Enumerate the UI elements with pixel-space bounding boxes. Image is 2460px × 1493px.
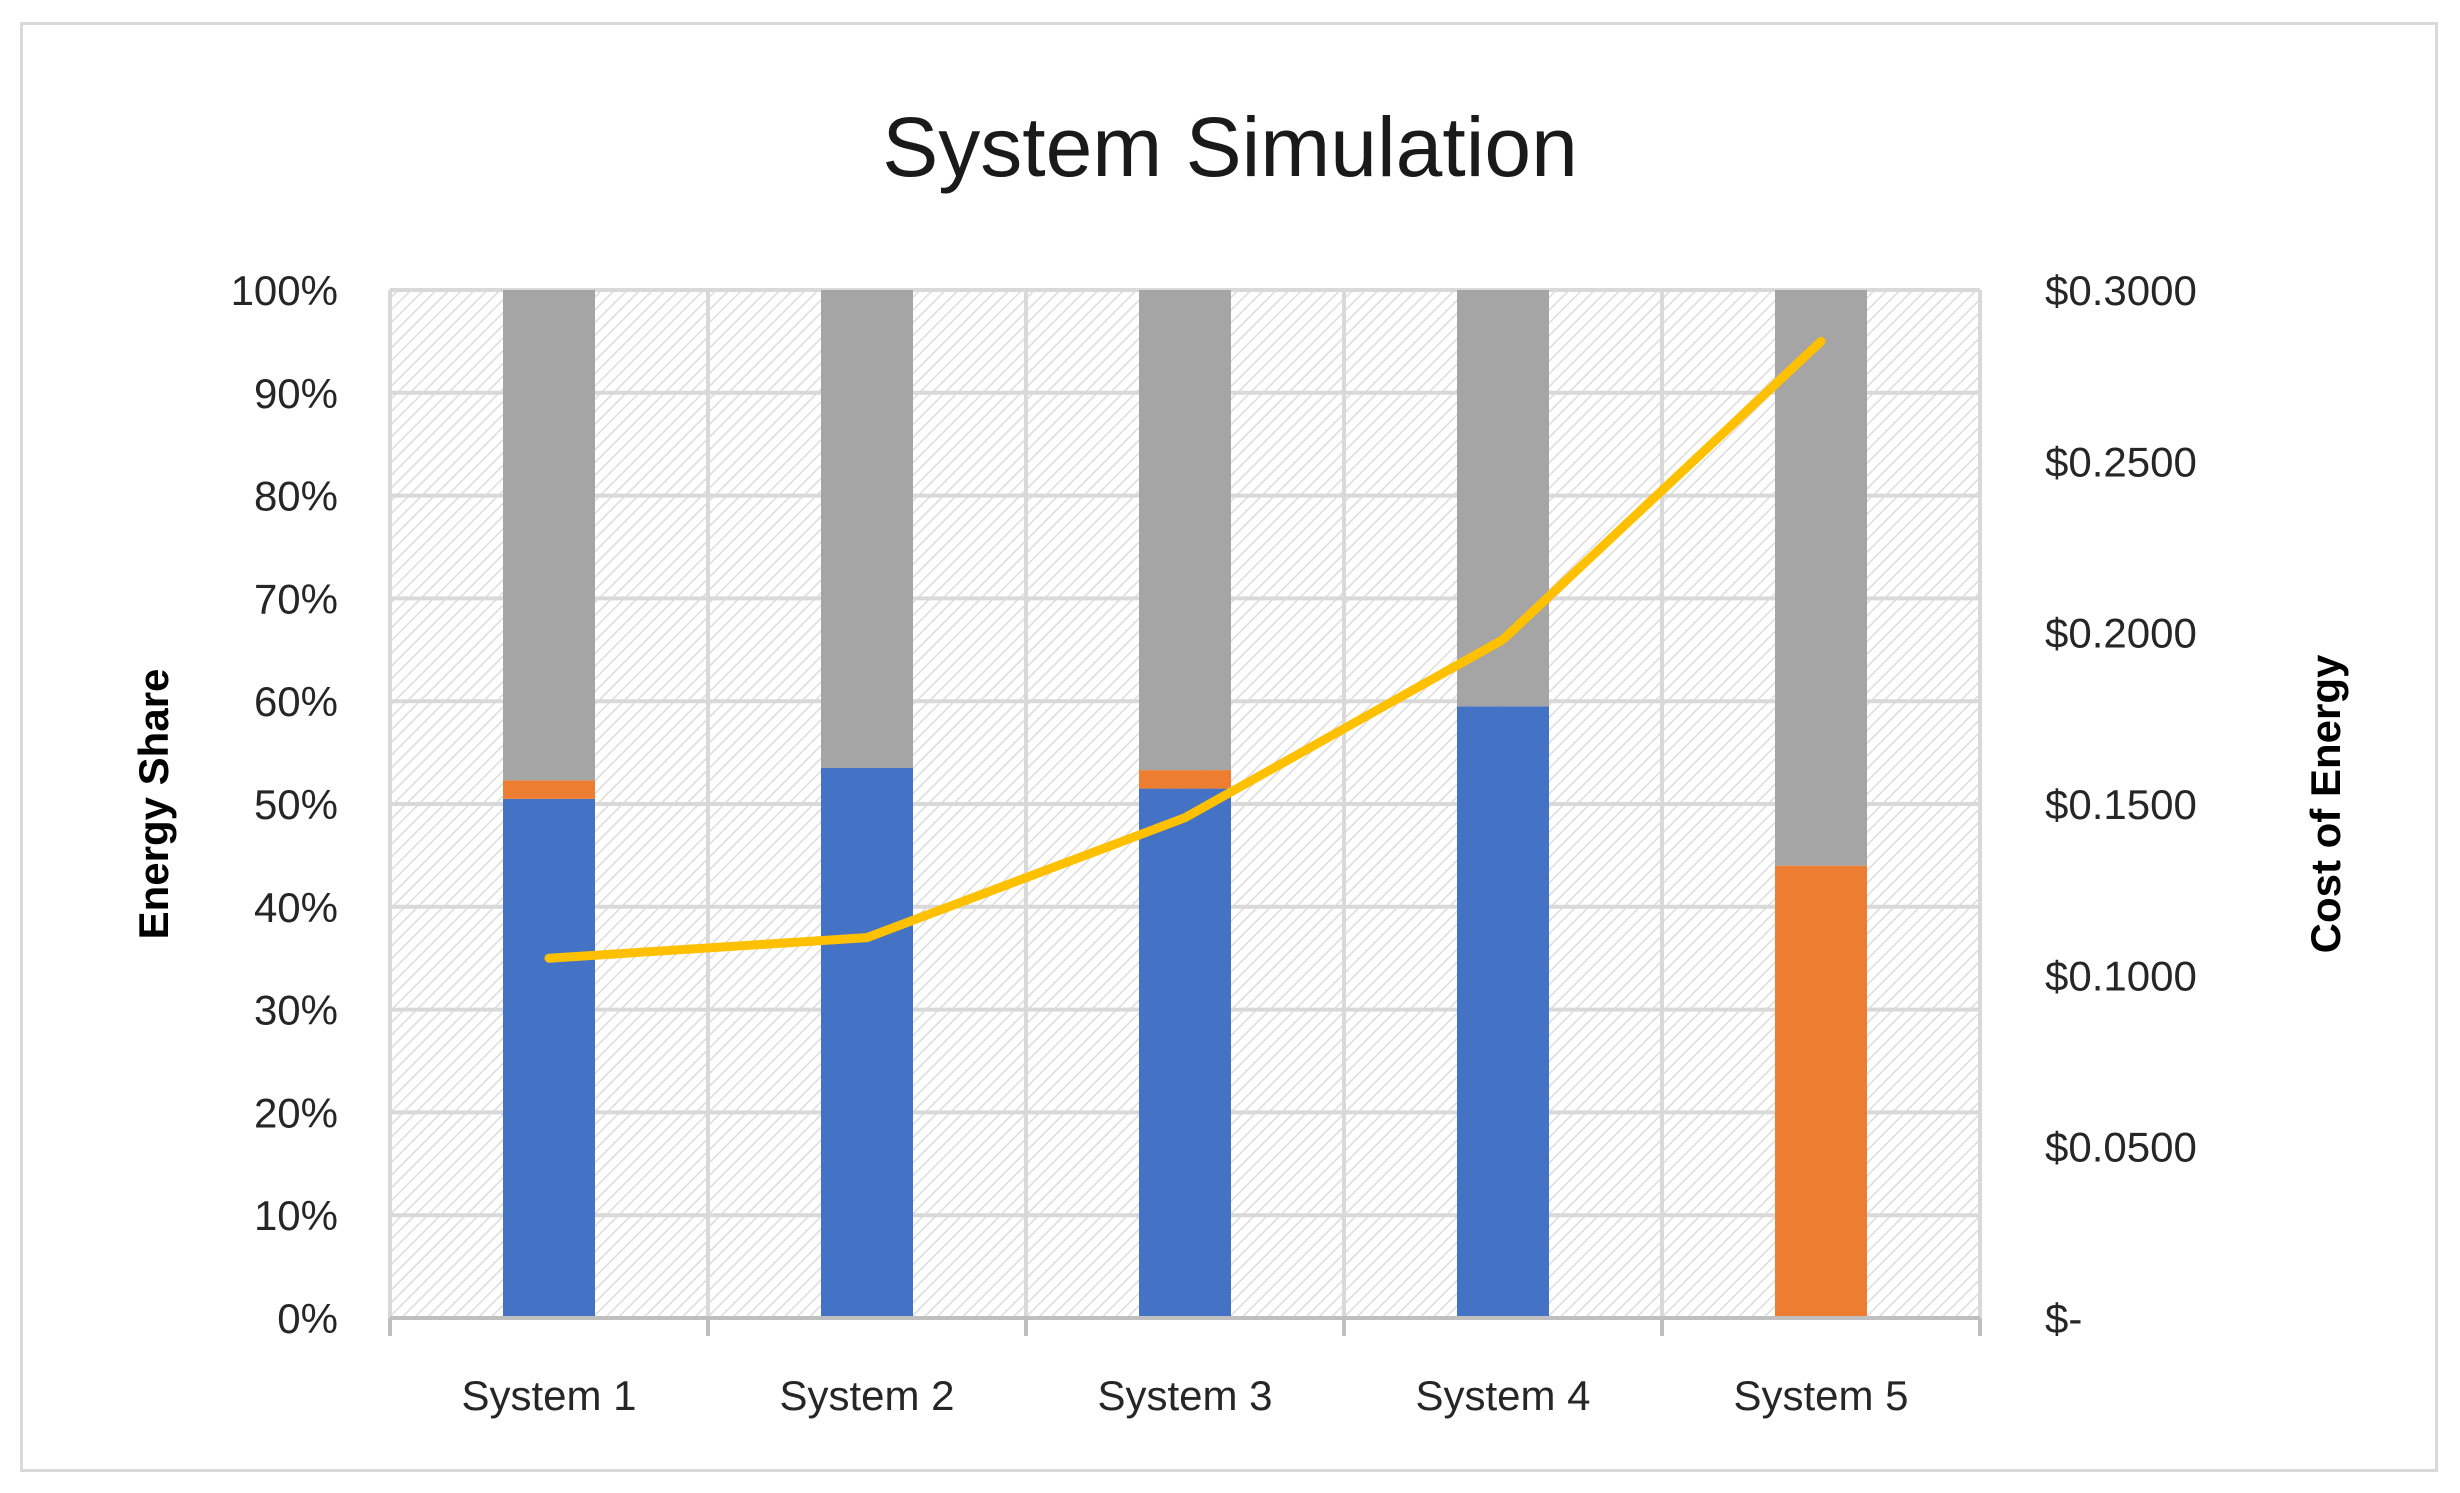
bar-segment-2 [503,780,595,799]
y-tick-label: 80% [254,473,338,520]
x-tick-label: System 1 [461,1372,636,1419]
y2-tick-label: $0.1000 [2045,952,2197,999]
bar-segment-3 [1775,290,1867,866]
bar-segment-3 [503,290,595,781]
bar-segment-1 [821,768,913,1318]
bar-segment-1 [503,798,595,1318]
y-tick-label: 40% [254,884,338,931]
y2-tick-label: $0.3000 [2045,267,2197,314]
y2-tick-label: $0.2000 [2045,610,2197,657]
bar-segment-1 [1457,706,1549,1318]
bar-segment-3 [821,290,913,769]
chart-title: System Simulation [882,100,1578,194]
left-tick-labels: 0% 10% 20% 30% 40% 50% 60% 70% 80% 90% 100% [231,267,338,1342]
y2-axis-title: Cost of Energy [2302,654,2349,953]
x-tick-label: System 2 [779,1372,954,1419]
y-tick-label: 90% [254,370,338,417]
bar-segment-1 [1139,788,1231,1318]
bar-segment-3 [1139,290,1231,771]
y2-tick-label: $0.1500 [2045,781,2197,828]
bar-segment-2 [1775,865,1867,1318]
cost-of-energy-line [544,336,1826,963]
y-tick-label: 60% [254,678,338,725]
cost-line-layer [544,336,1826,963]
category-labels: System 1 System 2 System 3 System 4 System 5 [461,1372,1908,1419]
y-tick-label: 50% [254,781,338,828]
y-tick-label: 20% [254,1089,338,1136]
x-tick-label: System 5 [1733,1372,1908,1419]
y2-tick-label: $0.0500 [2045,1124,2197,1171]
bar-segment-2 [1139,770,1231,789]
axes [388,1316,1982,1336]
y-tick-label: 100% [231,267,338,314]
y-tick-label: 10% [254,1192,338,1239]
y-tick-label: 30% [254,987,338,1034]
vertical-gridlines [388,290,1982,1318]
y-tick-label: 70% [254,575,338,622]
x-tick-label: System 4 [1415,1372,1590,1419]
right-tick-labels: $- $0.0500 $0.1000 $0.1500 $0.2000 $0.2500 $0.… [2045,267,2197,1342]
y2-tick-label: $- [2045,1295,2082,1342]
y-axis-title: Energy Share [130,669,177,940]
x-tick-label: System 3 [1097,1372,1272,1419]
y2-tick-label: $0.2500 [2045,438,2197,485]
y-tick-label: 0% [277,1295,338,1342]
